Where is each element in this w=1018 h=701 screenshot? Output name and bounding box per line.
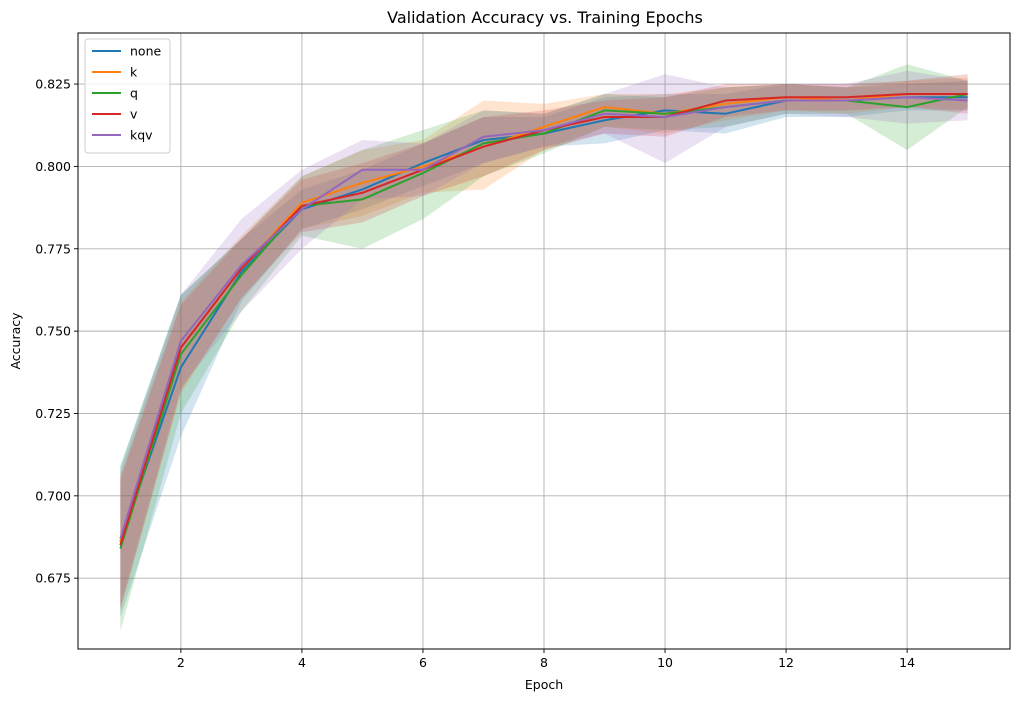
y-tick-label: 0.800 — [35, 159, 71, 174]
series-line-kqv — [119, 96, 968, 539]
x-tick-label: 2 — [177, 655, 185, 670]
x-axis-label: Epoch — [525, 677, 563, 692]
band-q — [120, 64, 968, 631]
y-tick-label: 0.700 — [35, 488, 71, 503]
band-none — [120, 80, 968, 618]
series-lines — [119, 92, 968, 549]
band-kqv — [120, 70, 968, 605]
chart-title: Validation Accuracy vs. Training Epochs — [387, 8, 703, 27]
y-tick-label: 0.775 — [35, 241, 71, 256]
x-tick-label: 8 — [540, 655, 548, 670]
x-tick-label: 6 — [419, 655, 427, 670]
band-v — [120, 74, 968, 612]
legend: none kqv kqv — [84, 38, 171, 154]
y-tick-label: 0.675 — [35, 571, 71, 586]
legend-box — [84, 38, 171, 154]
x-tick-label: 4 — [298, 655, 306, 670]
x-tick-label: 14 — [899, 655, 915, 670]
x-tick-label: 10 — [657, 655, 673, 670]
y-tick-label: 0.750 — [35, 324, 71, 339]
y-tick-label: 0.725 — [35, 406, 71, 421]
plot-frame — [77, 32, 1011, 650]
legend-label-k: k — [130, 65, 138, 80]
legend-label-kqv: kqv — [130, 128, 153, 143]
axis-ticks: 2 4 6 8 10 12 14 0.675 0.700 0.725 0.750 0.775 0.800… — [35, 77, 915, 670]
y-axis-label: Accuracy — [8, 312, 23, 370]
y-tick-label: 0.825 — [35, 77, 71, 92]
legend-label-q: q — [130, 86, 138, 101]
legend-label-none: none — [130, 44, 161, 59]
band-k — [120, 77, 968, 608]
legend-label-v: v — [130, 107, 138, 122]
grid — [78, 33, 1010, 649]
confidence-bands — [120, 64, 968, 631]
x-tick-label: 12 — [778, 655, 794, 670]
